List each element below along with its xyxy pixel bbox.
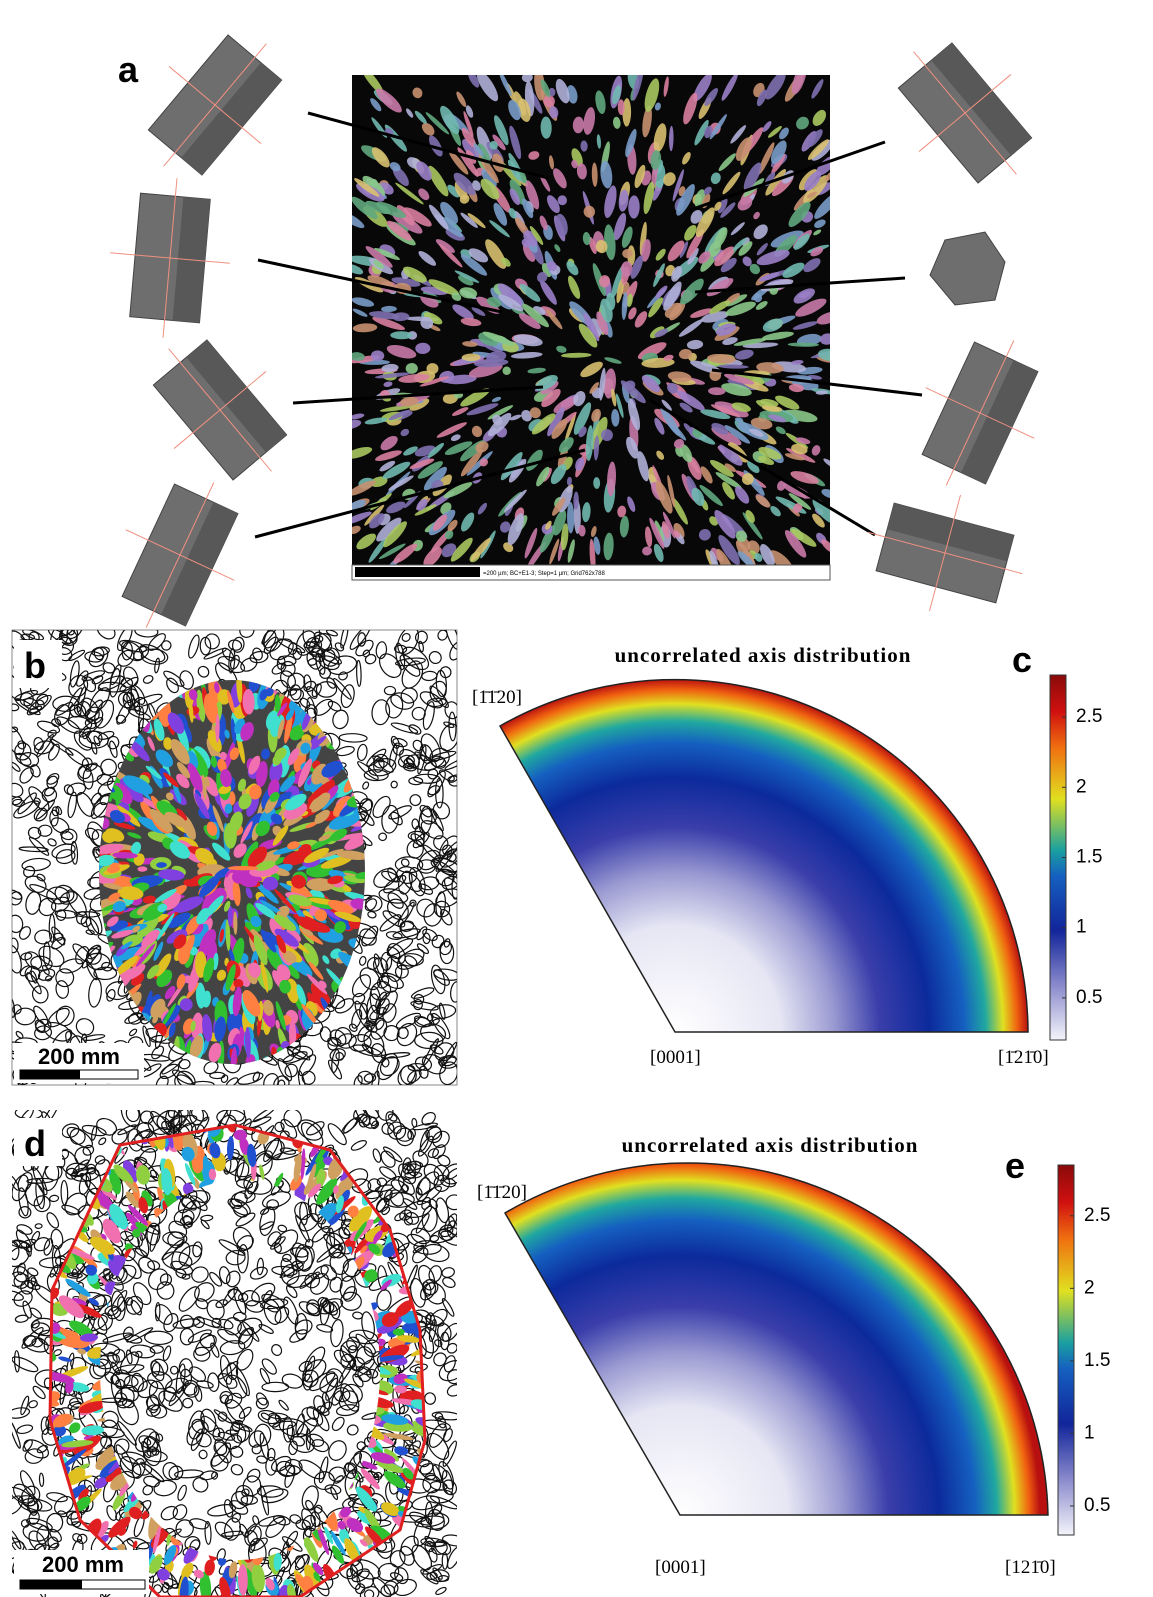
grain [233,979,243,988]
figure: =200 µm; BC+E1-3; Step=1 µm; Grid762x788… [0,0,1153,1597]
crystal [892,315,1068,511]
panel-label: b [24,645,46,686]
panel-label: a [118,49,139,90]
crystal [92,457,268,653]
crystal-face [930,232,1005,305]
crystal [868,13,1063,213]
crystal [852,474,1038,631]
scale-text: =200 µm; BC+E1-3; Step=1 µm; Grid762x788 [483,571,605,577]
crystal [103,173,236,343]
crystal [118,5,313,205]
scale-bar [20,1070,80,1079]
scale-bar [355,567,480,577]
scale-label: 200 mm [38,1044,120,1069]
crystal [123,310,318,510]
